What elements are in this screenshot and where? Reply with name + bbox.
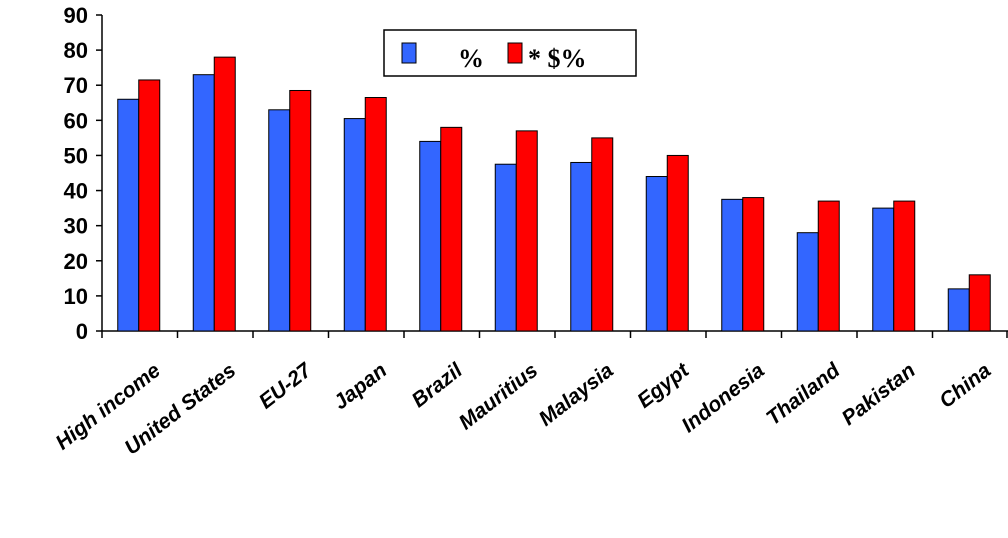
bar-series-1-indonesia xyxy=(721,198,744,332)
y-tick-label: 10 xyxy=(64,284,88,309)
bar-series-1-malaysia xyxy=(570,161,593,332)
y-tick-label: 40 xyxy=(64,179,88,204)
y-tick-label: 90 xyxy=(64,3,88,28)
bar-series-1-pakistan xyxy=(872,207,895,332)
x-category-label: Pakistan xyxy=(838,359,920,430)
y-tick-label: 70 xyxy=(64,73,88,98)
y-tick-label: 0 xyxy=(76,319,88,344)
bar-series-2-egypt xyxy=(666,154,689,332)
x-axis xyxy=(101,330,1008,338)
bar-series-2-mauritius xyxy=(515,130,538,332)
bar-series-1-thailand xyxy=(796,232,819,332)
bar-series-1-egypt xyxy=(645,176,668,332)
legend-swatch-series-2 xyxy=(507,42,523,64)
bar-series-2-japan xyxy=(364,97,387,332)
bar-series-2-indonesia xyxy=(742,197,765,332)
x-category-label: Mauritius xyxy=(455,359,543,435)
bar-series-2-high-income xyxy=(138,79,161,332)
bar-series-2-malaysia xyxy=(591,137,614,332)
bar-series-2-pakistan xyxy=(893,200,916,332)
bar-series-1-united-states xyxy=(192,74,215,332)
x-category-label: China xyxy=(935,359,995,413)
y-tick-label: 20 xyxy=(64,249,88,274)
bar-series-2-united-states xyxy=(213,56,236,332)
legend-label-series-2: * $% xyxy=(528,44,587,73)
bar-series-2-thailand xyxy=(817,200,840,332)
bar-series-1-mauritius xyxy=(494,163,517,332)
x-category-label: Brazil xyxy=(408,358,468,412)
bar-series-1-eu-27 xyxy=(268,109,291,332)
bar-series-2-china xyxy=(968,274,991,332)
y-axis: 0 10 20 30 40 50 60 70 80 90 xyxy=(64,3,103,344)
bar-series-2-brazil xyxy=(440,126,463,332)
x-category-label: Egypt xyxy=(633,358,694,413)
bar-series-1-china xyxy=(947,288,970,332)
legend: % * $% xyxy=(383,29,637,77)
bar-series-1-japan xyxy=(343,118,366,332)
x-category-label: Japan xyxy=(329,359,391,414)
y-tick-label: 60 xyxy=(64,108,88,133)
x-category-label: Malaysia xyxy=(535,359,618,431)
x-category-label: Thailand xyxy=(762,358,845,430)
x-category-label: Indonesia xyxy=(677,359,769,438)
y-tick-label: 80 xyxy=(64,38,88,63)
x-category-label: EU-27 xyxy=(255,358,317,414)
bar-series-1-brazil xyxy=(419,140,442,332)
bar-series-2-eu-27 xyxy=(289,89,312,332)
legend-swatch-series-1 xyxy=(401,42,417,64)
y-tick-label: 30 xyxy=(64,214,88,239)
bar-series-1-high-income xyxy=(117,98,140,332)
legend-label-series-1: % xyxy=(458,44,484,73)
bars xyxy=(117,56,991,332)
y-tick-label: 50 xyxy=(64,143,88,168)
